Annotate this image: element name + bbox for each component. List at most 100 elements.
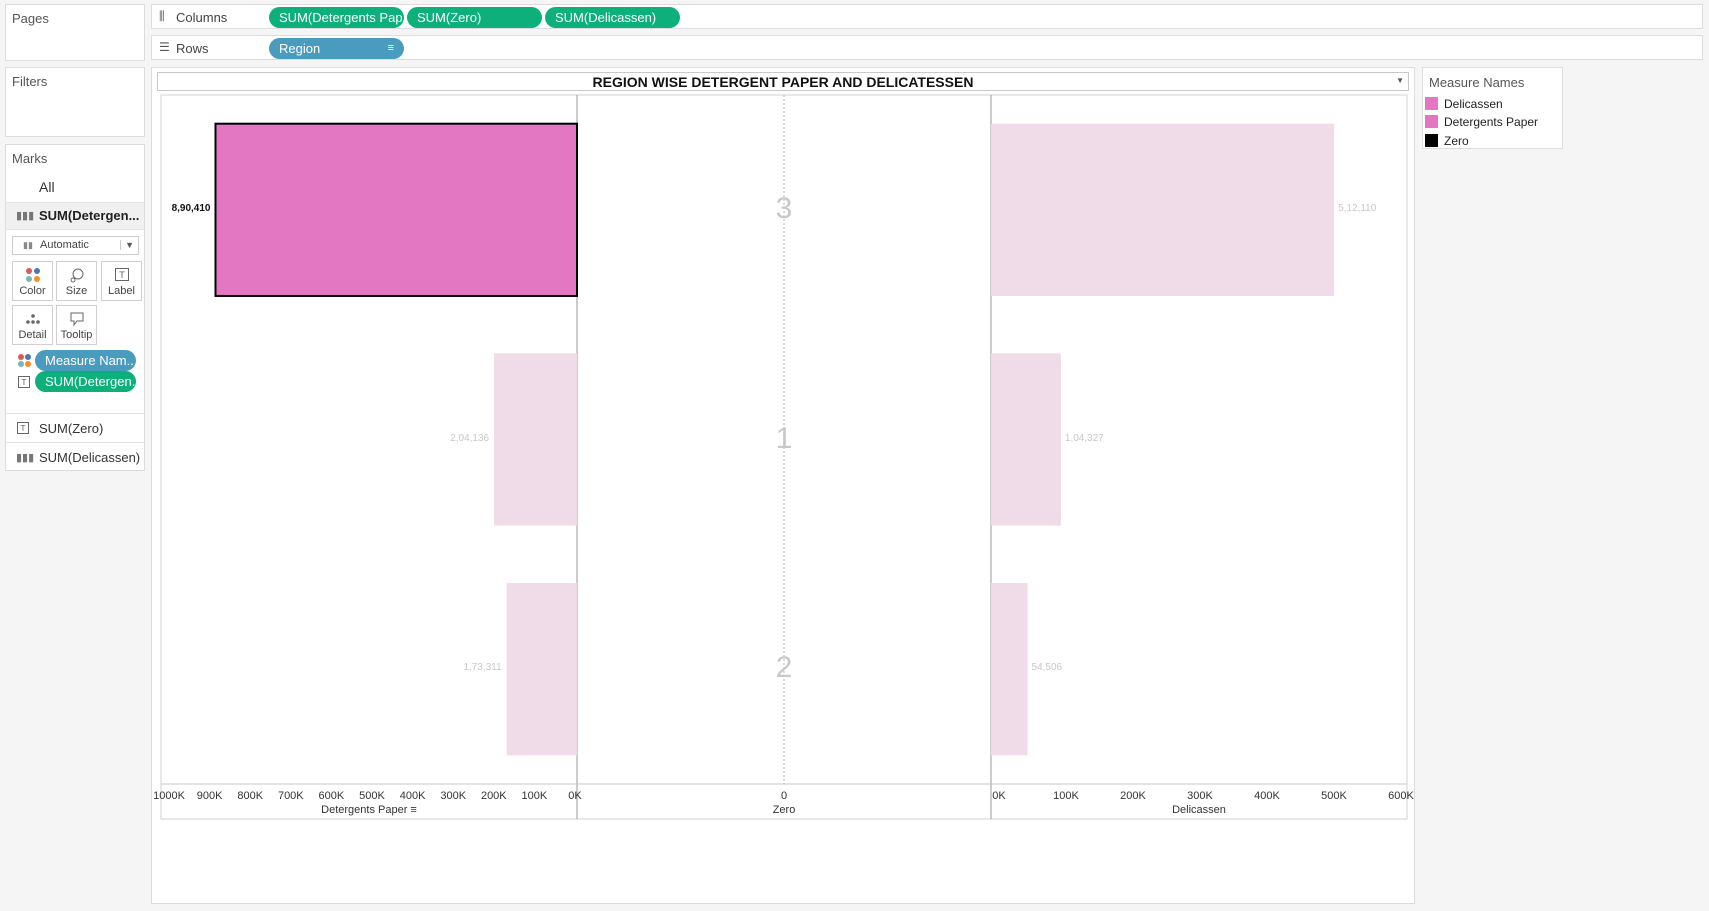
legend-item-delicassen[interactable]: Delicassen [1425,97,1503,111]
label-label: Label [108,285,135,297]
zero-tick-label: 0 [780,790,788,802]
delicassen-tick-label: 100K [1053,790,1079,802]
color-label: Color [19,285,46,297]
legend-item-label: Detergents Paper [1444,115,1539,129]
mark-type-select[interactable]: ▮▮ Automatic ▼ [12,236,139,255]
measure-names-pill[interactable]: Measure Nam.. [35,350,136,371]
delicassen-bar [991,353,1061,526]
pages-title: Pages [12,11,49,26]
size-icon [57,267,96,286]
detergents-bar [506,583,577,756]
chevron-down-icon: ▼ [120,240,134,250]
marks-delicassen-row[interactable]: ▮▮▮ SUM(Delicassen) [6,442,144,472]
sort-icon[interactable]: ≡ [407,804,417,816]
svg-text:T: T [118,271,125,281]
filters-title: Filters [12,74,48,89]
detergents-tick-label: 400K [399,790,426,802]
chart-title: REGION WISE DETERGENT PAPER AND DELICATE… [592,74,974,90]
color-button[interactable]: Color [12,261,53,301]
sort-icon: ≡ [387,42,394,54]
delicassen-bar [991,123,1335,296]
rows-pill-region[interactable]: Region ≡ [269,38,404,59]
region-label: 2 [775,651,793,685]
detail-label: Detail [18,329,47,341]
zero-axis-title: Zero [772,804,796,816]
bar-chart-icon: ▮▮ [23,240,33,250]
columns-label: Columns [176,10,228,25]
detergents-tick-label: 0K [568,790,582,802]
sum-detergents-label-pill[interactable]: SUM(Detergen.. [35,371,136,392]
tooltip-label: Tooltip [60,329,93,341]
label-button[interactable]: T Label [101,261,142,301]
svg-text:T: T [21,378,27,387]
size-button[interactable]: Size [56,261,97,301]
marks-card: Marks All ▮▮▮ SUM(Detergen... ▮▮ Automat… [5,144,145,471]
detergents-tick-label: 800K [237,790,264,802]
legend-item-detergents[interactable]: Detergents Paper [1425,115,1538,129]
region-label: 3 [775,191,793,225]
detergents-tick-label: 600K [318,790,345,802]
detergents-tick-label: 100K [521,790,548,802]
detergents-tick-label: 900K [196,790,223,802]
columns-pill-detergents[interactable]: SUM(Detergents Pap.. [269,7,404,28]
legend-swatch [1425,115,1438,128]
rows-pill-region-label: Region [279,41,321,56]
mark-type-value: Automatic [40,239,89,251]
marks-delicassen-label: SUM(Delicassen) [39,450,141,465]
color-icon [17,353,31,372]
tooltip-icon [57,311,96,330]
svg-text:T: T [20,424,26,433]
detergents-tick-label: 500K [359,790,385,802]
detergents-bar [214,122,579,297]
chart-title-box[interactable]: REGION WISE DETERGENT PAPER AND DELICATE… [157,72,1409,91]
marks-all[interactable]: All [39,179,55,195]
delicassen-tick-label: 500K [1321,790,1347,802]
columns-shelf: ⫼ Columns SUM(Detergents Pap.. SUM(Zero)… [151,4,1703,29]
detergents-tick-label: 200K [480,790,507,802]
delicassen-tick-label: 300K [1187,790,1213,802]
text-label-icon: T [16,421,30,440]
text-label-icon: T [17,375,31,394]
rows-shelf: ☰ Rows Region ≡ [151,35,1703,60]
marks-zero-row[interactable]: T SUM(Zero) [6,413,144,443]
detergents-bar [494,353,577,526]
pages-card: Pages [5,4,145,61]
detail-button[interactable]: Detail [12,305,53,345]
delicassen-bar-label: 5,12,110 [1338,202,1377,214]
marks-zero-label: SUM(Zero) [39,421,104,436]
marks-active-row[interactable]: ▮▮▮ SUM(Detergen... [6,202,144,230]
detergents-tick-label: 300K [440,790,467,802]
region-label: 1 [775,421,793,455]
columns-pill-zero[interactable]: SUM(Zero) [407,7,542,28]
legend-item-zero[interactable]: Zero [1425,134,1469,148]
legend-swatch [1425,134,1438,147]
bar-chart-icon: ▮▮▮ [16,452,35,464]
color-icon [13,267,52,286]
delicassen-axis-title: Delicassen [1172,804,1226,816]
columns-icon: ⫼ [159,9,165,23]
marks-title: Marks [12,151,48,166]
legend-item-label: Delicassen [1444,97,1503,111]
legend-swatch [1425,97,1438,110]
delicassen-tick-label: 400K [1254,790,1280,802]
delicassen-tick-label: 200K [1120,790,1146,802]
detergents-bar-label: 8,90,410 [171,202,211,214]
size-label: Size [65,285,88,297]
tooltip-button[interactable]: Tooltip [56,305,97,345]
columns-pill-delicassen[interactable]: SUM(Delicassen) [545,7,680,28]
rows-icon: ☰ [159,40,170,54]
detergents-bar-label: 1,73,311 [463,662,502,674]
detergents-tick-label: 700K [277,790,304,802]
legend-title: Measure Names [1429,75,1525,90]
rows-label: Rows [176,41,209,56]
delicassen-bar [991,583,1028,756]
chevron-down-icon: ▼ [1396,76,1404,85]
detergents-axis-title: Detergents Paper ≡ [321,804,417,816]
detergents-bar-label: 2,04,136 [450,432,490,444]
legend-item-label: Zero [1444,134,1469,148]
delicassen-bar-label: 1,04,327 [1064,432,1104,444]
detergents-tick-label: 1000K [153,790,185,802]
text-label-icon: T [102,267,141,286]
delicassen-tick-label: 0K [992,790,1006,802]
